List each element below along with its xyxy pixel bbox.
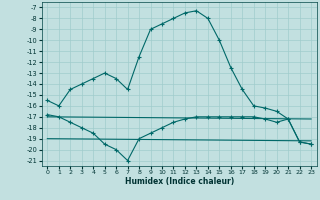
X-axis label: Humidex (Indice chaleur): Humidex (Indice chaleur) (124, 177, 234, 186)
